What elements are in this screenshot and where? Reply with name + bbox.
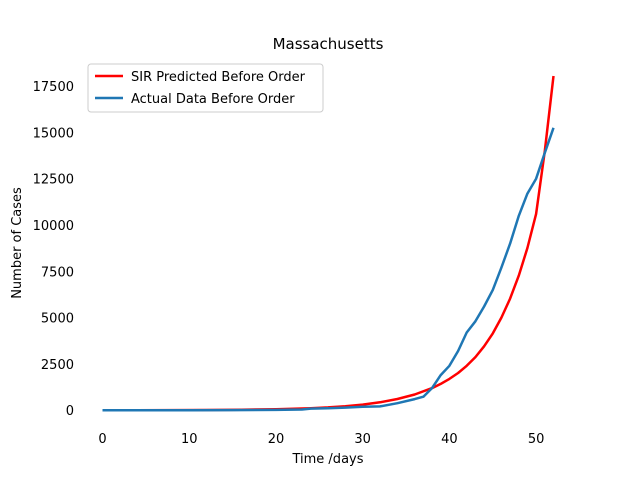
x-tick-label: 50: [528, 432, 545, 447]
y-axis-ticks: 0 2500 5000 7500 10000 12500 15000 17500: [33, 80, 74, 419]
y-tick-label: 12500: [33, 173, 74, 188]
x-axis-label: Time /days: [291, 452, 363, 467]
y-tick-label: 2500: [41, 358, 74, 373]
legend: SIR Predicted Before Order Actual Data Be…: [87, 63, 324, 113]
series-line-2: [102, 127, 555, 412]
y-tick-label: 17500: [33, 80, 74, 95]
y-tick-label: 0: [66, 404, 74, 419]
y-tick-label: 5000: [41, 312, 74, 327]
legend-frame: [87, 63, 324, 113]
x-tick-label: 30: [354, 432, 371, 447]
y-tick-label: 7500: [41, 265, 74, 280]
y-tick-label: 15000: [33, 126, 74, 141]
x-tick-label: 10: [181, 432, 198, 447]
x-axis-ticks: 0 10 20 30 40 50: [98, 432, 544, 447]
plot-area: [102, 75, 555, 412]
x-tick-label: 40: [441, 432, 458, 447]
chart-title: Massachusetts: [273, 35, 384, 53]
x-tick-label: 0: [98, 432, 106, 447]
x-tick-label: 20: [268, 432, 285, 447]
legend-entry-label: Actual Data Before Order: [131, 92, 295, 107]
y-axis-label: Number of Cases: [10, 187, 25, 299]
y-tick-label: 10000: [33, 219, 74, 234]
legend-entry-label: SIR Predicted Before Order: [131, 70, 306, 85]
